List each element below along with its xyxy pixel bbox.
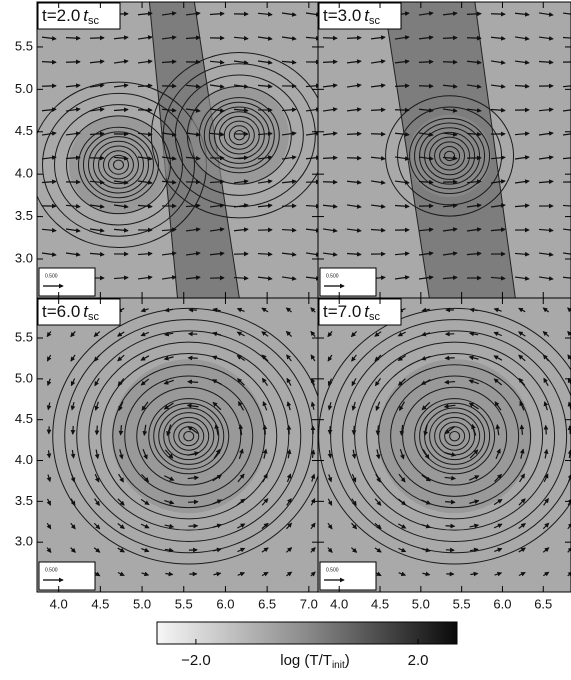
- y-tick-label: 3.5: [15, 208, 33, 223]
- y-tick-label: 4.5: [15, 411, 33, 426]
- velocity-arrow: [419, 62, 433, 63]
- core: [408, 115, 491, 198]
- panel-time: t=6.0: [42, 302, 80, 321]
- velocity-arrow: [445, 358, 454, 359]
- y-tick-label: 5.0: [15, 370, 33, 385]
- x-tick-label: 6.5: [258, 596, 276, 611]
- x-tick-label: 5.0: [133, 596, 151, 611]
- x-tick-label: 5.5: [175, 596, 193, 611]
- velocity-arrow: [97, 426, 98, 435]
- velocity-arrow: [445, 502, 455, 503]
- y-tick-label: 5.0: [15, 81, 33, 96]
- core: [378, 359, 532, 513]
- colorbar-tick-label: −2.0: [181, 652, 211, 669]
- y-tick-label: 4.0: [15, 452, 33, 467]
- y-tick-label: 4.0: [15, 166, 33, 181]
- panel-body: 0.500: [318, 2, 571, 298]
- velocity-arrow: [188, 358, 197, 359]
- velocity-arrow: [265, 425, 266, 434]
- velocity-arrow: [66, 38, 80, 39]
- x-tick-label: 6.5: [534, 596, 552, 611]
- reference-box: [39, 562, 95, 590]
- y-tick-label: 5.5: [15, 329, 33, 344]
- velocity-arrow: [289, 426, 290, 435]
- panel-time: t=2.0: [42, 6, 80, 25]
- colorbar-label: log (T/Tinit): [280, 652, 349, 671]
- core: [112, 359, 266, 513]
- x-tick-label: 4.0: [50, 596, 68, 611]
- velocity-arrow: [347, 38, 361, 39]
- velocity-arrow: [467, 14, 481, 15]
- y-tick-label: 3.5: [15, 493, 33, 508]
- panel-time: t=7.0: [323, 302, 361, 321]
- time-unit-subscript: sc: [369, 311, 381, 323]
- colorbar-label-close: ): [345, 652, 350, 669]
- x-tick-label: 6.0: [493, 596, 511, 611]
- reference-label: 0.500: [326, 567, 339, 573]
- colorbar-tick-label: 2.0: [408, 652, 429, 669]
- figure: 0.500t=2.0tsc3.03.54.04.55.05.50.500t=3.…: [0, 0, 571, 675]
- velocity-arrow: [395, 86, 409, 87]
- x-tick-label: 5.0: [412, 596, 430, 611]
- velocity-arrow: [42, 62, 56, 63]
- reference-label: 0.500: [326, 273, 339, 279]
- colorbar: [157, 622, 457, 644]
- page: 0.500t=2.0tsc3.03.54.04.55.05.50.500t=3.…: [0, 0, 571, 680]
- reference-label: 0.500: [45, 273, 58, 279]
- velocity-arrow: [234, 278, 248, 279]
- reference-box: [320, 562, 376, 590]
- reference-box: [320, 268, 376, 296]
- velocity-arrow: [371, 110, 385, 111]
- panel-time: t=3.0: [323, 6, 361, 25]
- panel-body: 0.500: [37, 298, 325, 592]
- velocity-arrow: [546, 426, 547, 435]
- x-tick-label: 4.0: [330, 596, 348, 611]
- velocity-arrow: [188, 502, 198, 503]
- y-tick-label: 5.5: [15, 38, 33, 53]
- velocity-arrow: [282, 230, 296, 231]
- velocity-arrow: [323, 62, 337, 63]
- velocity-arrow: [378, 425, 379, 434]
- colorbar-label-subscript: init: [332, 660, 345, 671]
- reference-label: 0.500: [45, 567, 58, 573]
- y-tick-label: 4.5: [15, 123, 33, 138]
- velocity-arrow: [258, 254, 272, 255]
- x-tick-label: 7.0: [300, 596, 318, 611]
- velocity-arrow: [188, 382, 198, 383]
- time-unit-subscript: sc: [88, 311, 100, 323]
- velocity-arrow: [347, 134, 361, 135]
- time-unit-subscript: sc: [369, 15, 381, 27]
- x-tick-label: 4.5: [91, 596, 109, 611]
- y-tick-label: 3.0: [15, 250, 33, 265]
- time-unit-subscript: sc: [88, 15, 100, 27]
- velocity-arrow: [443, 38, 457, 39]
- colorbar-label-main: log (T/T: [280, 652, 332, 669]
- x-tick-label: 6.0: [216, 596, 234, 611]
- panel-body: 0.500: [30, 2, 327, 298]
- panel-body: 0.500: [318, 298, 571, 592]
- velocity-arrow: [354, 426, 355, 435]
- reference-box: [39, 268, 95, 296]
- y-tick-label: 3.0: [15, 534, 33, 549]
- x-tick-label: 5.5: [453, 596, 471, 611]
- velocity-arrow: [323, 158, 337, 159]
- x-tick-label: 4.5: [371, 596, 389, 611]
